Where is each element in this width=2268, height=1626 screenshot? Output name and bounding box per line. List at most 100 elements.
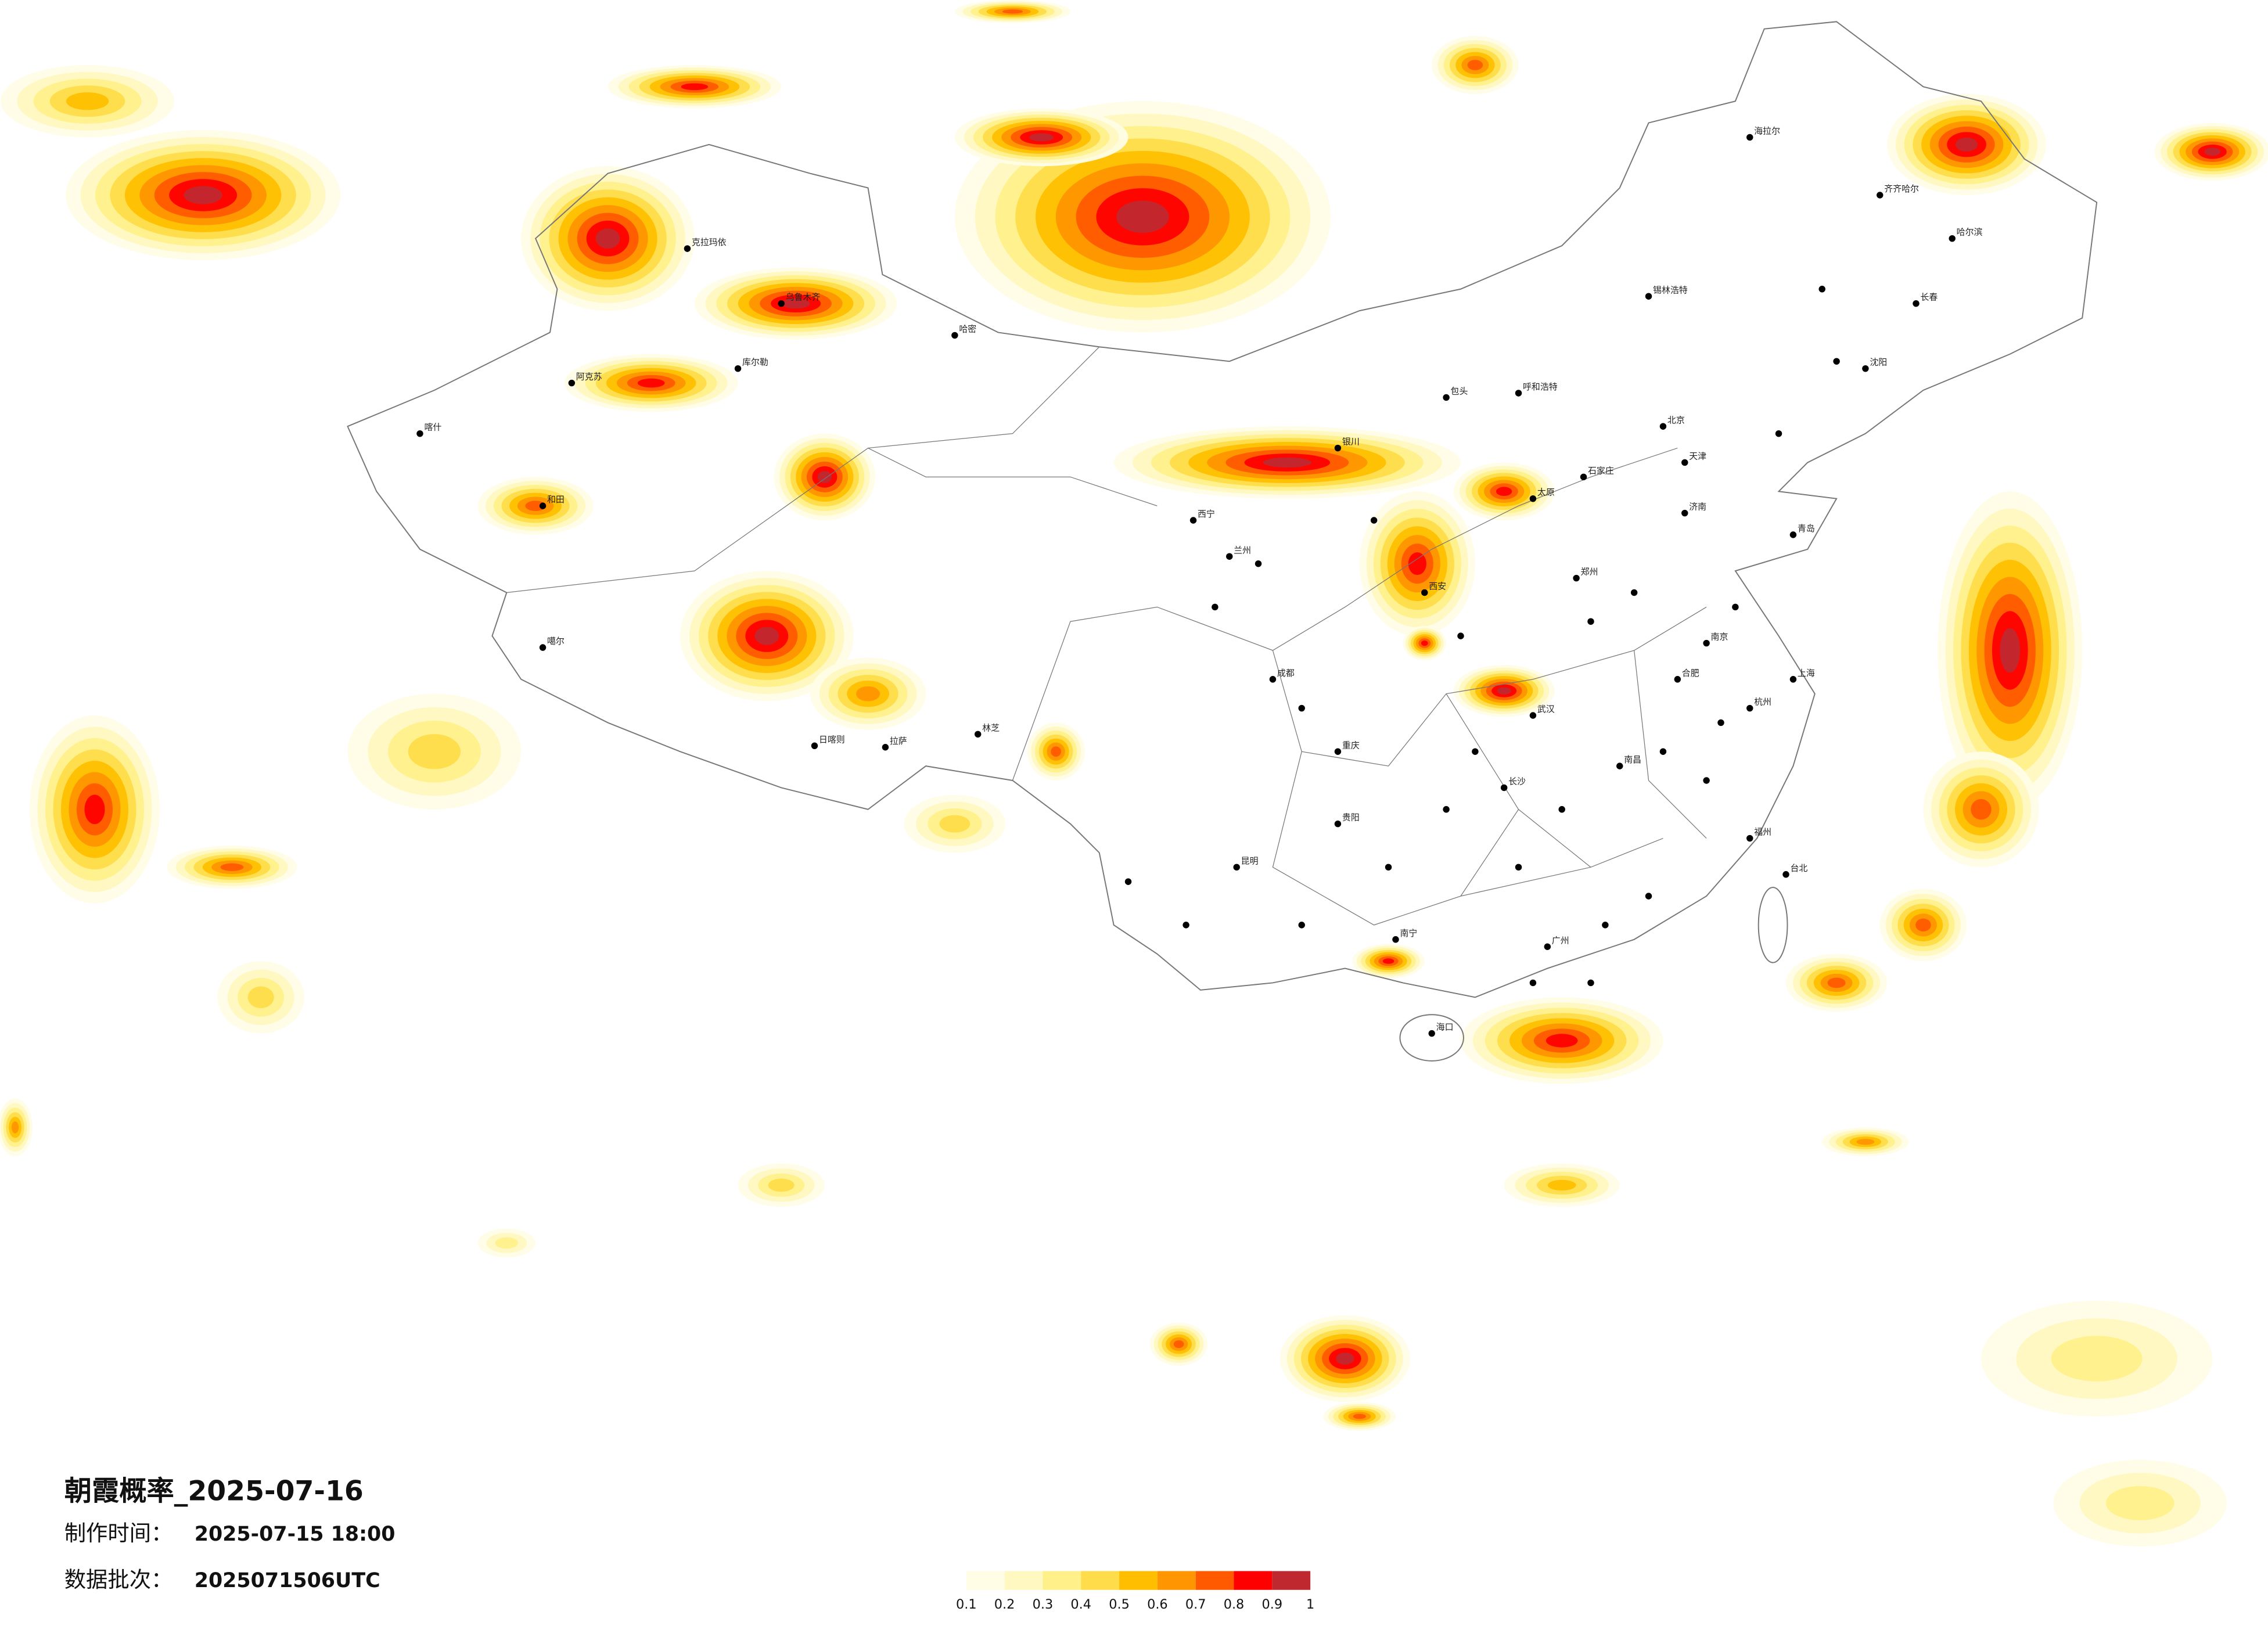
colorbar-tick-label: 0.3 [1033, 1597, 1054, 1612]
city-dot [1544, 943, 1551, 950]
city-dot [1949, 235, 1956, 242]
city-dot [1717, 719, 1724, 726]
city-label: 银川 [1342, 437, 1360, 447]
colorbar-tick-label: 0.4 [1070, 1597, 1091, 1612]
city-dot [1659, 423, 1667, 430]
city-dot [1529, 712, 1537, 719]
city-dot [1681, 459, 1688, 466]
city-label: 锡林浩特 [1653, 285, 1688, 295]
city-dot [1515, 864, 1522, 871]
probability-area [1029, 133, 1054, 142]
city-dot [882, 744, 889, 751]
city-dot [1334, 444, 1342, 452]
probability-area [2105, 1486, 2174, 1520]
city-dot [1385, 864, 1392, 871]
city-dot [684, 245, 691, 252]
probability-area [1116, 200, 1169, 233]
city-label: 拉萨 [890, 736, 907, 746]
city-label: 沈阳 [1870, 357, 1887, 368]
probability-area [637, 378, 665, 388]
city-dot [1573, 574, 1580, 582]
probability-area [495, 1237, 518, 1249]
city-dot [1645, 293, 1652, 300]
probability-area [184, 186, 222, 204]
city-dot [1269, 676, 1277, 683]
city-dot [1746, 704, 1753, 712]
probability-area [754, 627, 779, 645]
probability-area [2000, 628, 2021, 673]
city-dot [811, 742, 818, 749]
colorbar-swatch [1043, 1571, 1081, 1590]
city-label: 库尔勒 [742, 357, 768, 368]
city-label: 林芝 [982, 722, 1000, 733]
city-dot [1124, 878, 1132, 885]
probability-area [681, 83, 709, 91]
city-dot [1370, 517, 1378, 524]
probability-area [2204, 148, 2221, 156]
city-dot [1746, 134, 1753, 141]
city-label: 太原 [1537, 487, 1555, 498]
city-label: 南昌 [1624, 754, 1641, 765]
city-dot [416, 430, 423, 437]
city-dot [1529, 495, 1537, 502]
city-label: 噶尔 [547, 636, 565, 646]
borders [347, 21, 2098, 1062]
city-dot [568, 379, 576, 387]
colorbar-swatch [1234, 1571, 1273, 1590]
city-dot [1392, 936, 1399, 943]
probability-area [2051, 1336, 2143, 1382]
city-label: 阿克苏 [576, 372, 602, 382]
city-label: 合肥 [1682, 668, 1699, 678]
city-label: 成都 [1277, 668, 1295, 678]
probability-area [408, 734, 461, 769]
city-label: 昆明 [1241, 855, 1259, 866]
city-dot [1602, 922, 1609, 929]
city-dot [1334, 748, 1342, 755]
probability-area [1408, 552, 1426, 575]
probability-area [66, 92, 109, 110]
country-outline [347, 21, 2098, 998]
colorbar-swatch [1004, 1571, 1043, 1590]
city-dot [1212, 603, 1219, 611]
city-dot [1443, 394, 1450, 401]
city-dot [1189, 517, 1197, 524]
city-dot [1645, 893, 1652, 900]
colorbar-tick-label: 1 [1306, 1597, 1314, 1612]
city-dot [1529, 979, 1537, 987]
colorbar-swatch [1157, 1571, 1196, 1590]
city-label: 郑州 [1581, 567, 1598, 577]
city-label: 西安 [1429, 581, 1446, 591]
made-time-value: 2025-07-15 18:00 [195, 1523, 396, 1546]
city-label: 克拉玛依 [692, 237, 727, 247]
city-dot [734, 365, 742, 372]
probability-area [1382, 958, 1394, 964]
city-dot [539, 644, 547, 651]
city-dot [1587, 979, 1594, 987]
city-label: 乌鲁木齐 [786, 292, 821, 303]
colorbar-swatch [1081, 1571, 1120, 1590]
probability-area [220, 863, 244, 871]
city-dot [1833, 358, 1840, 365]
batch-label: 数据批次： [64, 1567, 173, 1592]
city-dot [1443, 806, 1450, 813]
city-dot [1500, 784, 1508, 792]
probability-area [247, 986, 274, 1009]
city-label: 哈尔滨 [1957, 227, 1983, 238]
probability-area [1353, 1413, 1366, 1419]
city-dot [539, 502, 547, 509]
city-label: 福州 [1754, 827, 1771, 837]
colorbar-swatch [1272, 1571, 1311, 1590]
colorbar-tick-label: 0.8 [1224, 1597, 1245, 1612]
city-dot [1428, 1030, 1435, 1037]
city-label: 台北 [1790, 863, 1807, 873]
city-dot [1226, 553, 1233, 560]
city-dot [1616, 762, 1623, 769]
city-label: 济南 [1689, 502, 1706, 512]
probability-area [1002, 9, 1023, 14]
city-dot [1182, 922, 1189, 929]
city-label: 长沙 [1508, 776, 1526, 786]
city-dot [1681, 509, 1688, 517]
city-dot [1789, 676, 1797, 683]
